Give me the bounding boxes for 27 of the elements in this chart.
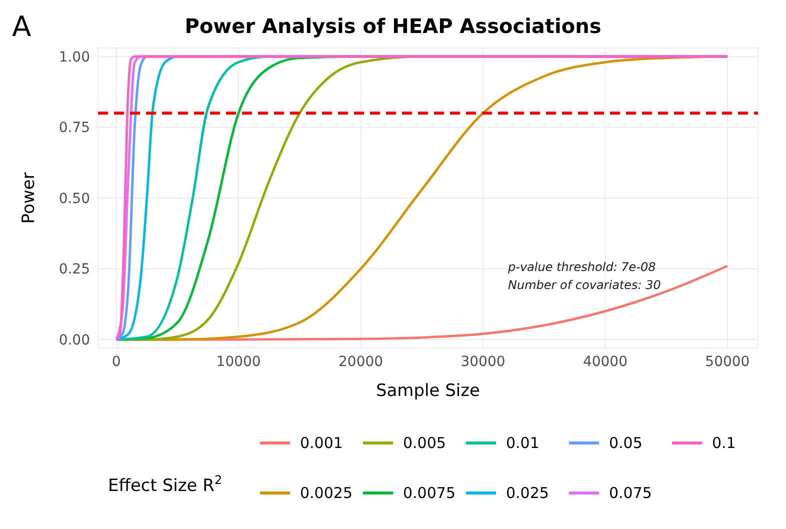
x-tick-label: 20000 (338, 354, 384, 370)
chart-title: Power Analysis of HEAP Associations (184, 14, 602, 38)
y-tick-label: 0.00 (58, 332, 90, 348)
y-tick-label: 0.50 (58, 190, 90, 207)
y-axis-title: Power (19, 172, 40, 224)
legend-label: 0.0075 (403, 484, 456, 502)
legend-label: 0.01 (506, 434, 540, 452)
legend-title: Effect Size R$^{2}$ (108, 473, 222, 496)
legend-label: 0.025 (506, 484, 549, 502)
annotation: Number of covariates: 30 (508, 277, 661, 294)
legend-label: 0.005 (403, 434, 446, 452)
legend-label: 0.001 (300, 434, 343, 452)
y-tick-label: 1.00 (58, 49, 90, 66)
legend-label: 0.075 (609, 484, 652, 502)
x-tick-label: 30000 (460, 354, 506, 370)
y-tick-label: 0.25 (58, 262, 90, 278)
legend-label: 0.05 (609, 434, 642, 452)
y-tick-label: 0.75 (58, 120, 90, 136)
text: A (12, 10, 32, 43)
legend-label: 0.0025 (300, 484, 352, 502)
x-tick-label: 50000 (705, 354, 750, 370)
x-tick-label: 40000 (582, 354, 628, 370)
x-axis-title: Sample Size (376, 381, 480, 401)
annotation: p-value threshold: 7e-08 (508, 259, 657, 276)
x-tick-label: 0 (112, 354, 121, 370)
x-tick-label: 10000 (216, 354, 261, 370)
legend-label: 0.1 (712, 434, 736, 452)
